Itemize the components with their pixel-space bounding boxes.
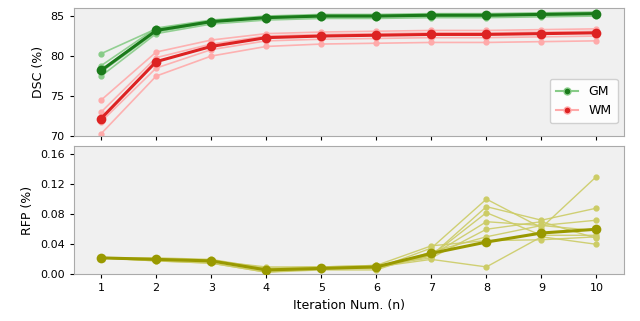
Y-axis label: RFP (%): RFP (%) [21, 186, 35, 235]
Y-axis label: DSC (%): DSC (%) [32, 46, 45, 98]
Legend: GM, WM: GM, WM [550, 79, 618, 124]
X-axis label: Iteration Num. (n): Iteration Num. (n) [293, 299, 405, 312]
